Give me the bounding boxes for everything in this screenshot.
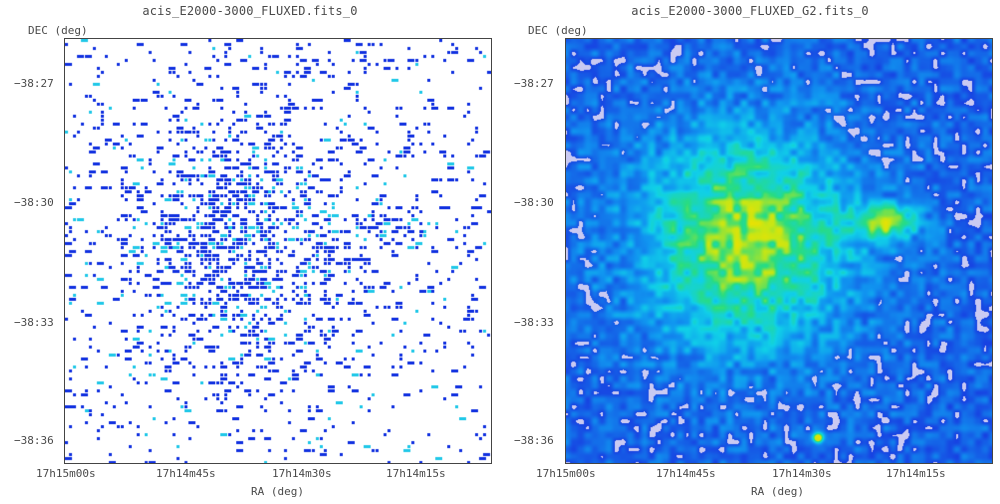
y-tick-label: −38:30 [514,196,554,209]
x-tick-label: 17h14m45s [656,467,716,480]
y-tick-label: −38:36 [514,434,554,447]
smoothed-image-canvas [566,39,992,463]
x-tick-label: 17h14m15s [386,467,446,480]
smoothed-image[interactable] [565,38,993,464]
y-tick-label: −38:33 [14,316,54,329]
panel-title: acis_E2000-3000_FLUXED_G2.fits_0 [631,4,869,18]
panel-title: acis_E2000-3000_FLUXED.fits_0 [142,4,358,18]
x-tick-label: 17h14m30s [272,467,332,480]
right-image-panel: acis_E2000-3000_FLUXED_G2.fits_0 DEC (de… [500,0,1000,504]
y-axis-label: DEC (deg) [28,24,88,37]
left-image-panel: acis_E2000-3000_FLUXED.fits_0 DEC (deg) … [14,4,492,498]
counts-image[interactable] [64,38,492,464]
y-tick-label: −38:36 [14,434,54,447]
y-axis-label: DEC (deg) [528,24,588,37]
y-tick-label: −38:27 [514,77,554,90]
y-tick-label: −38:30 [14,196,54,209]
x-tick-label: 17h15m00s [36,467,96,480]
y-tick-label: −38:33 [514,316,554,329]
x-tick-label: 17h14m15s [886,467,946,480]
x-tick-label: 17h15m00s [536,467,596,480]
x-tick-label: 17h14m30s [772,467,832,480]
x-axis-label: RA (deg) [751,485,804,498]
x-tick-label: 17h14m45s [156,467,216,480]
y-tick-label: −38:27 [14,77,54,90]
x-axis-label: RA (deg) [251,485,304,498]
counts-image-canvas [65,39,491,463]
